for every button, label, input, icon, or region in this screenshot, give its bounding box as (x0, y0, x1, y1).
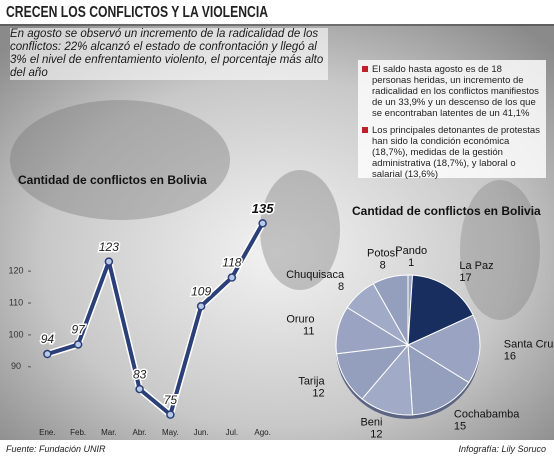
credit: Infografía: Lily Soruco (458, 444, 546, 454)
photo-crowd (10, 100, 230, 220)
pie-value: 8 (380, 260, 386, 272)
note: Los principales detonantes de protestas … (362, 125, 542, 180)
data-label: 135 (252, 201, 274, 216)
line (46, 222, 265, 417)
x-tick-label: Ago. (254, 428, 270, 437)
x-tick-label: May. (162, 428, 179, 437)
point (73, 340, 83, 349)
note: El saldo hasta agosto es de 18 personas … (362, 64, 542, 119)
data-label: 123 (99, 240, 119, 254)
title: CRECEN LOS CONFLICTOS Y LA VIOLENCIA (6, 4, 268, 21)
pie-label: Pando (395, 245, 427, 257)
pie-value: 1 (408, 257, 414, 269)
pie-label: Santa Cruz (504, 338, 554, 350)
pie-slice (372, 274, 409, 347)
pie-label: Tarija (298, 375, 325, 387)
footer-bar (0, 440, 554, 458)
pie-label: Cochabamba (454, 409, 520, 421)
intro: En agosto se observó un incremento de la… (10, 28, 328, 80)
source: Fuente: Fundación UNIR (6, 444, 106, 454)
pie-chart-title: Cantidad de conflictos en Bolivia (352, 204, 541, 218)
pie-label: Chuquisaca (286, 269, 345, 281)
pie-label: La Paz (459, 260, 493, 272)
pie-value: 16 (504, 350, 516, 362)
x-tick-label: Abr. (133, 428, 147, 437)
data-label: 109 (191, 284, 211, 298)
point (227, 273, 237, 282)
photo-figure (260, 170, 340, 290)
point (43, 349, 52, 359)
y-tick-label: 110 (9, 297, 23, 307)
pie-value: 15 (454, 421, 466, 433)
pie-slice (407, 344, 470, 416)
pie-label: Oruro (286, 314, 314, 326)
pie-value: 8 (338, 281, 344, 293)
pie-label: Potosí (367, 248, 398, 260)
pie-value: 12 (370, 429, 382, 441)
data-label: 118 (222, 256, 241, 270)
data-label: 94 (41, 332, 55, 346)
y-tick-label: 100 (8, 329, 23, 339)
pie-value: 12 (312, 387, 324, 399)
line-chart-title: Cantidad de conflictos en Bolivia (18, 173, 207, 187)
photo-figure (460, 180, 540, 320)
x-tick-label: Jun. (194, 428, 209, 437)
point (104, 257, 114, 266)
x-tick-label: Ene. (39, 428, 55, 437)
point (196, 301, 206, 311)
data-label: 83 (133, 367, 147, 381)
pie-slice (407, 274, 474, 346)
pie-value: 11 (303, 326, 314, 338)
notes-box: El saldo hasta agosto es de 18 personas … (358, 60, 546, 180)
point (258, 219, 267, 228)
pie-label: Beni (360, 417, 382, 429)
y-tick-label: 120 (8, 266, 23, 276)
x-tick-label: Jul. (226, 428, 238, 437)
pie-slice (406, 314, 481, 384)
point (166, 410, 175, 419)
data-label: 75 (164, 393, 178, 407)
pie-value: 17 (459, 272, 471, 284)
data-label: 97 (71, 323, 86, 337)
y-tick-label: 90 (11, 361, 21, 371)
point (135, 384, 144, 394)
x-tick-label: Mar. (101, 428, 117, 437)
x-tick-label: Feb. (70, 428, 86, 437)
